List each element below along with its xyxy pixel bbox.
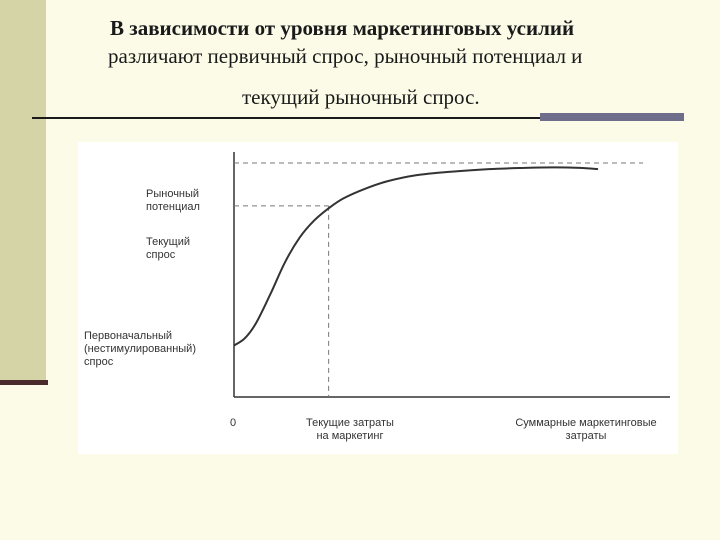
header-rule <box>32 117 540 119</box>
header-accent-bar <box>540 113 684 121</box>
label-current-demand: Текущий спрос <box>146 236 190 261</box>
label-market-potential: Рыночный потенциал <box>146 188 200 213</box>
side-accent-line <box>0 380 48 385</box>
label-total-costs: Суммарные маркетинговые затраты <box>515 417 657 442</box>
header-line-3: текущий рыночный спрос. <box>242 85 480 109</box>
demand-diagram: Рыночный потенциал Текущий спрос Первона… <box>78 142 678 454</box>
side-band <box>0 0 46 385</box>
slide-header: В зависимости от уровня маркетинговых ус… <box>80 14 700 111</box>
label-origin: 0 <box>230 417 237 429</box>
label-current-costs: Текущие затраты на маркетинг <box>306 417 394 442</box>
demand-curve <box>233 166 599 347</box>
header-line-1: В зависимости от уровня маркетинговых ус… <box>110 16 575 40</box>
label-primary-demand: Первоначальный (нестимулированный) спрос <box>84 330 196 368</box>
header-line-2: различают первичный спрос, рыночный поте… <box>108 44 583 68</box>
diagram-canvas <box>233 152 670 398</box>
